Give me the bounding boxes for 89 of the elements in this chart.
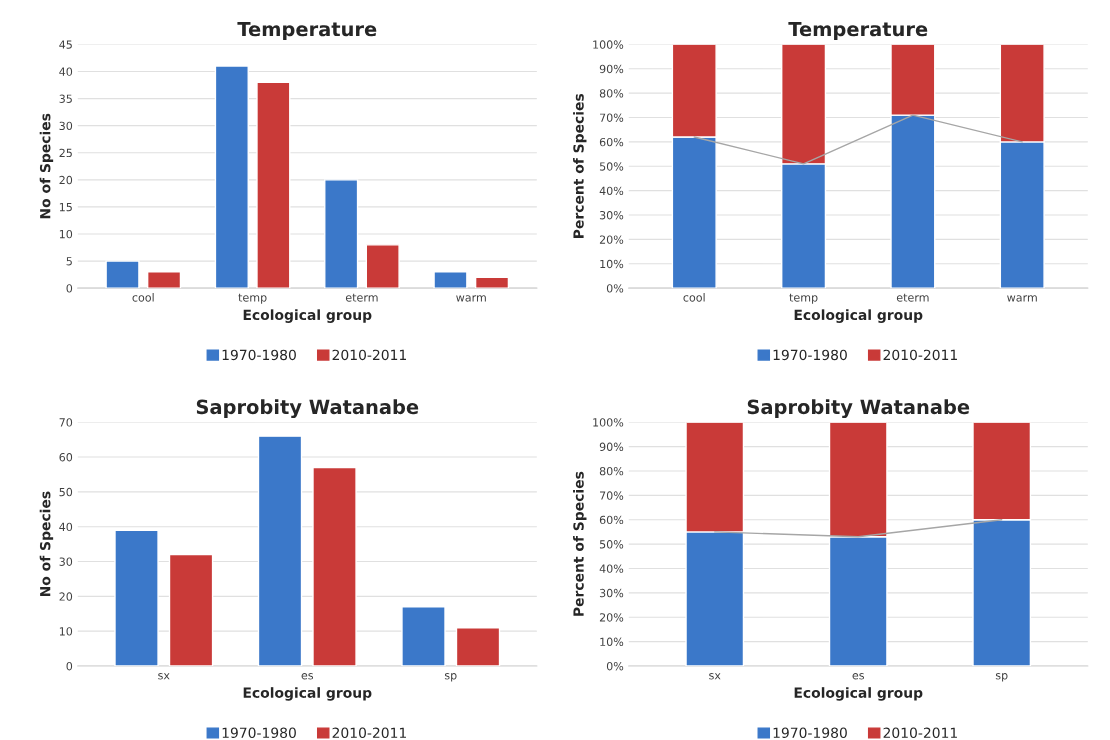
bar (324, 179, 359, 289)
y-tick-label: 40% (599, 186, 624, 196)
bar (401, 606, 446, 666)
y-axis-title: No of Species (39, 491, 54, 597)
legend-label: 1970-1980 (222, 349, 296, 361)
y-tick-label: 30 (59, 557, 73, 566)
bar (257, 435, 303, 666)
bar (455, 626, 501, 666)
y-tick-label: 30% (599, 211, 624, 220)
y-tick-label: 25 (59, 148, 72, 158)
y-tick-label: 70% (600, 113, 624, 122)
bar (312, 466, 357, 666)
y-tick-label: 20 (59, 175, 73, 185)
bar (168, 553, 214, 666)
y-tick-label: 60 (59, 453, 73, 462)
x-tick-label: es (852, 673, 864, 680)
y-tick-label: 35 (59, 94, 72, 103)
y-tick-label: 10 (59, 627, 73, 636)
y-tick-label: 20% (599, 235, 624, 244)
y-tick-label: 0% (606, 284, 624, 293)
x-axis-title: Ecological group (243, 687, 372, 701)
x-tick-label: eterm (345, 293, 378, 302)
y-tick-label: 0% (606, 661, 624, 671)
y-tick-label: 30% (599, 588, 624, 598)
x-tick-label: temp (789, 293, 818, 304)
legend-label: 1970-1980 (773, 349, 847, 361)
chart-title: Saprobity Watanabe (747, 399, 970, 419)
y-tick-label: 80% (599, 466, 624, 476)
y-tick-label: 10 (59, 229, 73, 239)
y-tick-label: 20% (599, 613, 624, 622)
y-tick-label: 70 (59, 418, 73, 427)
y-tick-label: 100% (593, 418, 624, 427)
x-tick-label: sp (444, 673, 457, 682)
x-axis-title: Ecological group (794, 687, 923, 701)
bar (365, 244, 400, 289)
bar (214, 65, 249, 289)
x-tick-label: temp (238, 293, 267, 304)
y-axis-title: Percent of Species (573, 471, 587, 616)
y-axis-title: No of Species (39, 113, 54, 219)
x-tick-label: warm (1007, 295, 1037, 302)
y-tick-label: 45 (59, 40, 72, 49)
bar (474, 276, 510, 289)
legend-label: 2010-2011 (883, 727, 957, 738)
legend-label: 1970-1980 (773, 727, 847, 738)
y-tick-label: 20 (59, 592, 73, 601)
y-tick-label: 90% (599, 64, 624, 74)
y-axis-title: Percent of Species (573, 93, 587, 238)
y-tick-label: 80% (599, 89, 624, 98)
y-tick-label: 90% (599, 442, 624, 451)
x-tick-label: sx (158, 673, 170, 680)
y-tick-label: 10% (600, 259, 624, 269)
y-tick-label: 60% (599, 515, 624, 525)
x-tick-label: eterm (896, 293, 929, 302)
bar (146, 271, 182, 289)
y-tick-label: 70% (600, 491, 624, 500)
line-series (693, 114, 1023, 165)
y-tick-label: 40 (59, 67, 73, 76)
chart-title: Temperature (788, 21, 928, 41)
y-tick-label: 0 (66, 661, 73, 671)
legend-label: 2010-2011 (332, 349, 406, 361)
bar (256, 81, 291, 289)
y-tick-label: 50% (599, 162, 624, 171)
y-tick-label: 5 (66, 257, 72, 266)
chart-title: Temperature (237, 21, 377, 41)
x-axis-title: Ecological group (243, 309, 372, 323)
x-tick-label: cool (683, 293, 705, 302)
x-tick-label: cool (132, 293, 154, 302)
bar (114, 529, 159, 666)
x-tick-label: warm (456, 295, 486, 302)
legend-label: 2010-2011 (883, 349, 957, 361)
y-tick-label: 40 (59, 522, 73, 532)
y-tick-label: 15 (59, 203, 72, 212)
y-tick-label: 50 (59, 487, 73, 497)
bar (433, 271, 468, 289)
y-tick-label: 30 (59, 121, 73, 131)
x-tick-label: es (301, 673, 314, 680)
y-tick-label: 100% (593, 40, 624, 49)
y-tick-label: 60% (599, 137, 624, 147)
y-tick-label: 50% (599, 540, 624, 549)
x-tick-label: sp (995, 673, 1008, 682)
y-tick-label: 40% (599, 564, 624, 573)
bar (105, 260, 140, 289)
x-tick-label: sx (709, 673, 721, 680)
chart-title: Saprobity Watanabe (196, 399, 419, 419)
legend-label: 2010-2011 (332, 727, 406, 738)
y-tick-label: 0 (66, 284, 73, 293)
x-axis-title: Ecological group (794, 309, 923, 323)
y-tick-label: 10% (600, 637, 624, 646)
legend-label: 1970-1980 (222, 727, 296, 738)
